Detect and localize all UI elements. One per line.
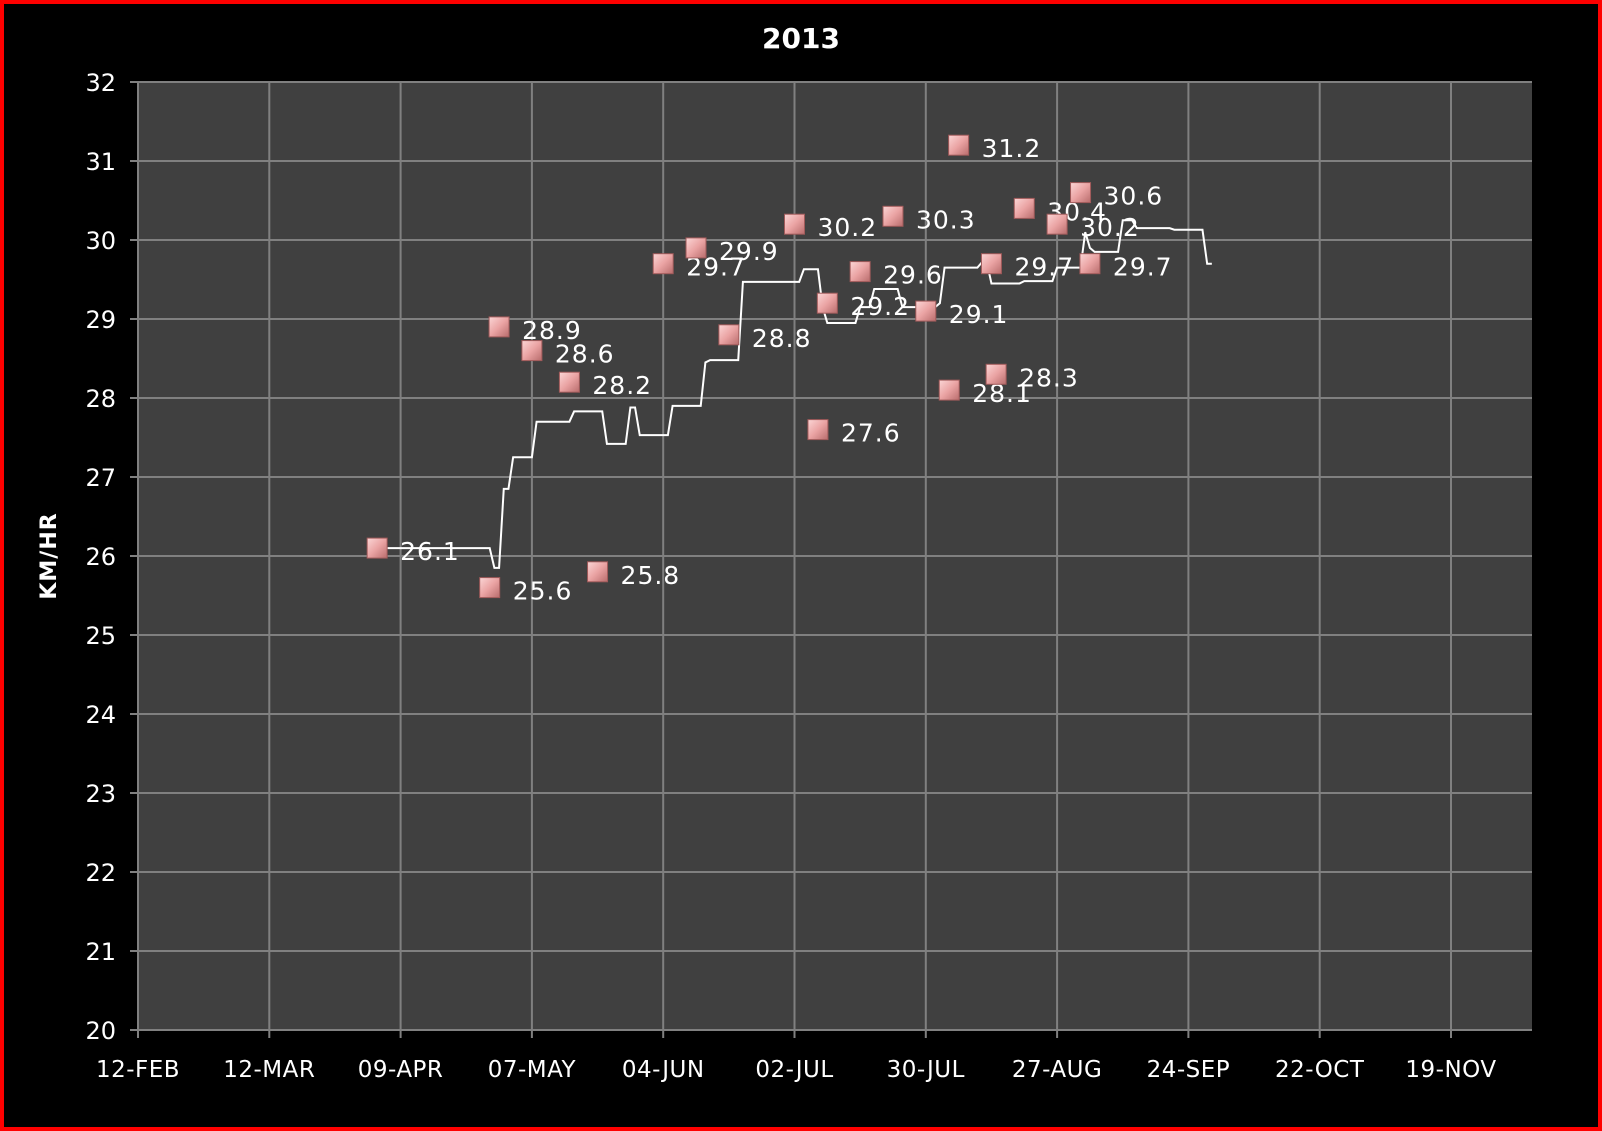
square-marker-icon	[915, 300, 937, 322]
data-label: 30.2	[1080, 213, 1140, 242]
data-point[interactable]: 27.6	[807, 419, 901, 448]
data-point[interactable]: 29.1	[915, 300, 1009, 329]
moving-average-path	[377, 219, 1212, 569]
data-point[interactable]: 29.7	[1079, 253, 1173, 282]
y-tick-label: 25	[85, 622, 116, 650]
data-point[interactable]: 29.6	[849, 261, 943, 290]
data-label: 29.2	[850, 292, 910, 321]
square-marker-icon	[1013, 197, 1035, 219]
data-label: 27.6	[841, 419, 901, 448]
square-marker-icon	[652, 253, 674, 275]
data-point[interactable]: 29.2	[816, 292, 910, 321]
square-marker-icon	[479, 577, 501, 599]
y-tick-label: 32	[85, 69, 116, 97]
chart-title: 2013	[762, 22, 840, 55]
data-label: 25.6	[513, 577, 573, 606]
data-point[interactable]: 25.8	[587, 561, 681, 590]
y-axis-ticks: 20 21 22 23 24 25 26 27 28 29 30 31 32	[85, 69, 116, 1045]
data-label: 28.3	[1019, 363, 1079, 392]
x-tick-label: 22-OCT	[1275, 1057, 1365, 1083]
x-axis-ticks: 12-FEB 12-MAR 09-APR 07-MAY 04-JUN 02-JUL 30-J…	[96, 1057, 1496, 1083]
data-label: 28.8	[752, 324, 812, 353]
data-label: 30.3	[916, 205, 976, 234]
x-tick-label: 12-FEB	[96, 1057, 180, 1083]
data-point[interactable]: 28.8	[718, 324, 812, 353]
data-label: 29.6	[883, 261, 943, 290]
y-tick-label: 26	[85, 543, 116, 571]
y-tick-label: 27	[85, 464, 116, 492]
y-tick-label: 28	[85, 385, 116, 413]
data-point[interactable]: 30.2	[784, 213, 878, 242]
data-label: 28.6	[555, 340, 615, 369]
gridlines	[130, 81, 1532, 1038]
y-tick-label: 22	[85, 859, 116, 887]
square-marker-icon	[1046, 213, 1068, 235]
data-points: 26.1 25.6 28.928.628.2 25.8 29.7 29.9 28.8 30.2…	[366, 134, 1173, 606]
data-point[interactable]: 30.3	[882, 205, 976, 234]
data-label: 25.8	[621, 561, 681, 590]
data-label: 29.1	[949, 300, 1009, 329]
x-tick-label: 07-MAY	[488, 1057, 577, 1083]
y-tick-label: 23	[85, 780, 116, 808]
data-point[interactable]: 28.3	[985, 363, 1079, 392]
x-tick-label: 27-AUG	[1012, 1057, 1102, 1083]
data-label: 29.7	[1014, 253, 1074, 282]
square-marker-icon	[1079, 253, 1101, 275]
data-point[interactable]: 25.6	[479, 577, 573, 606]
square-marker-icon	[807, 419, 829, 441]
square-marker-icon	[882, 205, 904, 227]
square-marker-icon	[488, 316, 510, 338]
y-axis-label: KM/HR	[37, 512, 62, 599]
data-point[interactable]: 29.9	[685, 237, 779, 266]
square-marker-icon	[718, 324, 740, 346]
data-point[interactable]: 30.2	[1046, 213, 1140, 242]
data-point[interactable]: 28.6	[521, 340, 615, 369]
y-tick-label: 31	[85, 148, 116, 176]
data-point[interactable]: 28.2	[558, 371, 652, 400]
square-marker-icon	[980, 253, 1002, 275]
square-marker-icon	[366, 537, 388, 559]
y-tick-label: 24	[85, 701, 116, 729]
x-tick-label: 04-JUN	[622, 1057, 705, 1083]
square-marker-icon	[521, 340, 543, 362]
square-marker-icon	[985, 363, 1007, 385]
data-label: 26.1	[400, 537, 460, 566]
x-tick-label: 02-JUL	[755, 1057, 833, 1083]
x-tick-label: 12-MAR	[223, 1057, 315, 1083]
data-label: 30.6	[1104, 182, 1164, 211]
data-point[interactable]: 31.2	[948, 134, 1042, 163]
square-marker-icon	[1070, 182, 1092, 204]
y-tick-label: 30	[85, 227, 116, 255]
data-label: 28.2	[592, 371, 652, 400]
square-marker-icon	[948, 134, 970, 156]
square-marker-icon	[685, 237, 707, 259]
x-tick-label: 24-SEP	[1147, 1057, 1231, 1083]
data-point[interactable]: 26.1	[366, 537, 460, 566]
data-label: 29.7	[1113, 253, 1173, 282]
x-tick-label: 19-NOV	[1405, 1057, 1496, 1083]
data-label: 31.2	[982, 134, 1042, 163]
data-label: 30.2	[818, 213, 878, 242]
x-tick-label: 09-APR	[358, 1057, 444, 1083]
square-marker-icon	[816, 292, 838, 314]
y-tick-label: 21	[85, 938, 116, 966]
y-tick-label: 29	[85, 306, 116, 334]
moving-average-line	[377, 219, 1212, 569]
data-label: 28.9	[522, 316, 582, 345]
square-marker-icon	[784, 213, 805, 235]
data-point[interactable]: 28.9	[488, 316, 582, 345]
y-tick-label: 20	[85, 1017, 116, 1045]
square-marker-icon	[558, 371, 580, 393]
data-point[interactable]: 29.7	[980, 253, 1074, 282]
data-point[interactable]: 30.6	[1070, 182, 1164, 211]
square-marker-icon	[587, 561, 609, 583]
x-tick-label: 30-JUL	[887, 1057, 965, 1083]
square-marker-icon	[938, 379, 960, 401]
square-marker-icon	[849, 261, 871, 283]
data-label: 29.9	[719, 237, 779, 266]
